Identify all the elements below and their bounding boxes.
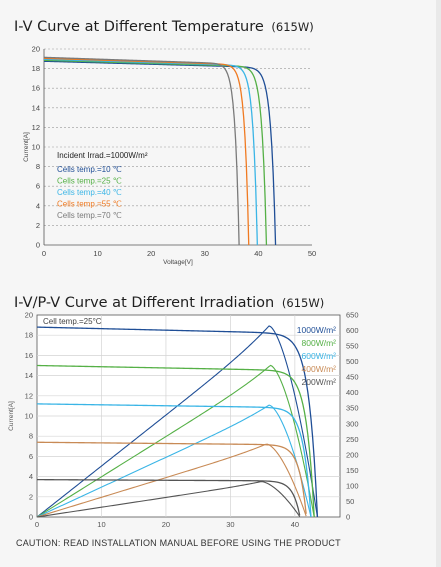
y-tick-label-10: 10 [25, 412, 33, 421]
x-tick-label-30: 30 [226, 520, 234, 529]
legend-item-temp-4: Cells temp.=55 ℃ [57, 200, 122, 209]
legend-item-irr-1: 1000W/m² [297, 325, 336, 335]
y2-tick-label-650: 650 [346, 311, 359, 320]
y-tick-label-6: 6 [36, 182, 40, 191]
y-tick-label-2: 2 [29, 492, 33, 501]
y2-tick-label-50: 50 [346, 497, 354, 506]
legend-item-temp-3: Cells temp.=40 ℃ [57, 188, 122, 197]
x-tick-label-10: 10 [97, 520, 105, 529]
y-tick-label-8: 8 [29, 432, 33, 441]
y-tick-label-0: 0 [36, 241, 40, 250]
iv-curve-irr-1 [36, 326, 319, 518]
legend-item-temp-5: Cells temp.=70 ℃ [57, 211, 122, 220]
y-tick-label-16: 16 [32, 84, 40, 93]
y2-tick-label-550: 550 [346, 342, 359, 351]
y-tick-label-18: 18 [25, 331, 33, 340]
y2-tick-label-600: 600 [346, 326, 359, 335]
y-tick-label-14: 14 [32, 103, 40, 112]
x-tick-label-0: 0 [35, 520, 39, 529]
y-tick-label-12: 12 [32, 123, 40, 132]
y-tick-label-16: 16 [25, 351, 33, 360]
legend-item-irr-4: 400W/m² [302, 364, 337, 374]
x-tick-label-40: 40 [291, 520, 299, 529]
legend-item-temp-1: Cells temp.=10 ℃ [57, 165, 122, 174]
y-tick-label-14: 14 [25, 371, 33, 380]
pv-curve-irr-2 [36, 364, 315, 518]
chart2-title-sub: (615W) [281, 296, 325, 310]
y-tick-label-10: 10 [32, 143, 40, 152]
y2-tick-label-250: 250 [346, 435, 359, 444]
y2-tick-label-300: 300 [346, 419, 359, 428]
y-tick-label-12: 12 [25, 391, 33, 400]
y-tick-label-20: 20 [25, 311, 33, 320]
chart2-title-main: I-V/P-V Curve at Different Irradiation [14, 295, 275, 311]
y2-tick-label-0: 0 [346, 513, 350, 522]
y-tick-label-0: 0 [29, 513, 33, 522]
legend-item-irr-3: 600W/m² [302, 351, 337, 361]
x-tick-label-0: 0 [42, 249, 46, 258]
legend-item-irr-5: 200W/m² [302, 377, 337, 387]
y-axis-label: Current[A] [23, 132, 30, 162]
y2-tick-label-350: 350 [346, 404, 359, 413]
x-tick-label-10: 10 [93, 249, 101, 258]
x-tick-label-50: 50 [308, 249, 316, 258]
y2-tick-label-500: 500 [346, 357, 359, 366]
y-tick-label-6: 6 [29, 452, 33, 461]
x-tick-label-20: 20 [162, 520, 170, 529]
pv-curve-irr-5 [36, 481, 301, 518]
legend-item-temp-2: Cells temp.=25 ℃ [57, 177, 122, 186]
annotation-irradiance: Incident Irrad.=1000W/m² [57, 151, 148, 160]
y-axis-label: Current[A] [8, 401, 15, 431]
annotation-cell-temp: Cell temp.=25°C [43, 317, 102, 326]
x-tick-label-20: 20 [147, 249, 155, 258]
y-tick-label-4: 4 [29, 472, 33, 481]
temperature-iv-chart: 0 2 4 6 8 10 12 14 16 18 20 0 10 20 30 40 50 Voltage[V] Cu… [23, 45, 316, 267]
x-axis-label: Voltage[V] [163, 259, 193, 266]
y2-tick-label-400: 400 [346, 388, 359, 397]
y2-tick-label-450: 450 [346, 373, 359, 382]
y-tick-label-18: 18 [32, 64, 40, 73]
iv-curve-irr-5 [36, 478, 301, 516]
chart1-title-sub: (615W) [271, 20, 314, 34]
y2-tick-label-100: 100 [346, 481, 359, 490]
x-tick-label-30: 30 [201, 249, 209, 258]
y-tick-label-8: 8 [36, 162, 40, 171]
pv-curve-irr-3 [36, 404, 312, 518]
iv-curve-temp-5 [43, 56, 240, 246]
pv-curve-irr-4 [36, 443, 307, 518]
y-tick-label-2: 2 [36, 221, 40, 230]
chart1-title: I-V Curve at Different Temperature (615W… [14, 9, 314, 37]
legend-item-irr-2: 800W/m² [302, 338, 337, 348]
y-tick-label-4: 4 [36, 201, 40, 210]
right-edge-strip [436, 0, 441, 567]
iv-curve-irr-4 [36, 441, 307, 514]
iv-curve-irr-2 [36, 364, 315, 518]
y-tick-label-20: 20 [32, 45, 40, 54]
x-tick-label-40: 40 [254, 249, 262, 258]
chart2-title: I-V/P-V Curve at Different Irradiation (… [14, 285, 324, 313]
caution-text: CAUTION: READ INSTALLATION MANUAL BEFORE… [16, 538, 341, 548]
y2-tick-label-150: 150 [346, 466, 359, 475]
chart1-title-main: I-V Curve at Different Temperature [14, 19, 264, 35]
y2-tick-label-200: 200 [346, 450, 359, 459]
